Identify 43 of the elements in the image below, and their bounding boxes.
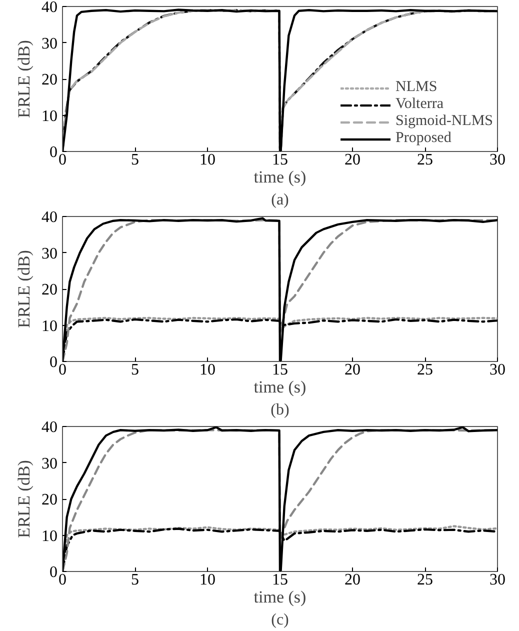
x-tick-label: 10	[200, 572, 216, 588]
x-tick-label: 20	[344, 152, 360, 168]
legend-label: NLMS	[395, 79, 438, 96]
y-tick-label: 10	[42, 318, 58, 335]
y-axis-title: ERLE (dB)	[14, 460, 34, 538]
x-axis-title: time (s)	[254, 378, 306, 396]
y-tick-label: 10	[42, 108, 58, 125]
y-tick-label: 20	[42, 72, 58, 88]
x-tick-label: 20	[344, 362, 360, 378]
x-tick-label: 5	[131, 152, 139, 168]
y-axis-title: ERLE (dB)	[14, 40, 34, 118]
y-tick-label: 20	[42, 282, 58, 298]
text: (b)	[270, 402, 290, 418]
x-tick-label: 20	[344, 572, 360, 588]
x-tick-label: 10	[200, 152, 216, 168]
y-tick-label: 20	[42, 492, 58, 508]
x-tick-label: 25	[417, 572, 433, 588]
x-axis-title: time (s)	[254, 588, 306, 606]
legend-label: Volterra	[395, 96, 444, 113]
x-tick-label: 30	[490, 362, 506, 378]
text: (a)	[271, 192, 289, 208]
y-tick-label: 40	[42, 419, 58, 436]
y-tick-label: 30	[42, 245, 58, 262]
x-tick-label: 5	[131, 572, 139, 588]
x-tick-label: 15	[272, 152, 288, 168]
legend-label: Proposed	[395, 130, 452, 147]
x-tick-label: 15	[272, 362, 288, 378]
y-tick-label: 40	[42, 209, 58, 226]
text: (c)	[271, 612, 289, 628]
x-tick-label: 30	[490, 152, 506, 168]
y-tick-label: 30	[42, 35, 58, 52]
y-tick-label: 10	[42, 528, 58, 545]
legend-label: Sigmoid-NLMS	[395, 113, 493, 130]
y-tick-label: 40	[42, 0, 58, 16]
x-tick-label: 10	[200, 362, 216, 378]
x-tick-label: 30	[490, 572, 506, 588]
y-tick-label: 30	[42, 455, 58, 472]
x-tick-label: 15	[272, 572, 288, 588]
y-axis-title: ERLE (dB)	[14, 250, 34, 328]
x-tick-label: 5	[131, 362, 139, 378]
x-axis-title: time (s)	[254, 168, 306, 186]
x-tick-label: 25	[417, 362, 433, 378]
x-tick-label: 25	[417, 152, 433, 168]
